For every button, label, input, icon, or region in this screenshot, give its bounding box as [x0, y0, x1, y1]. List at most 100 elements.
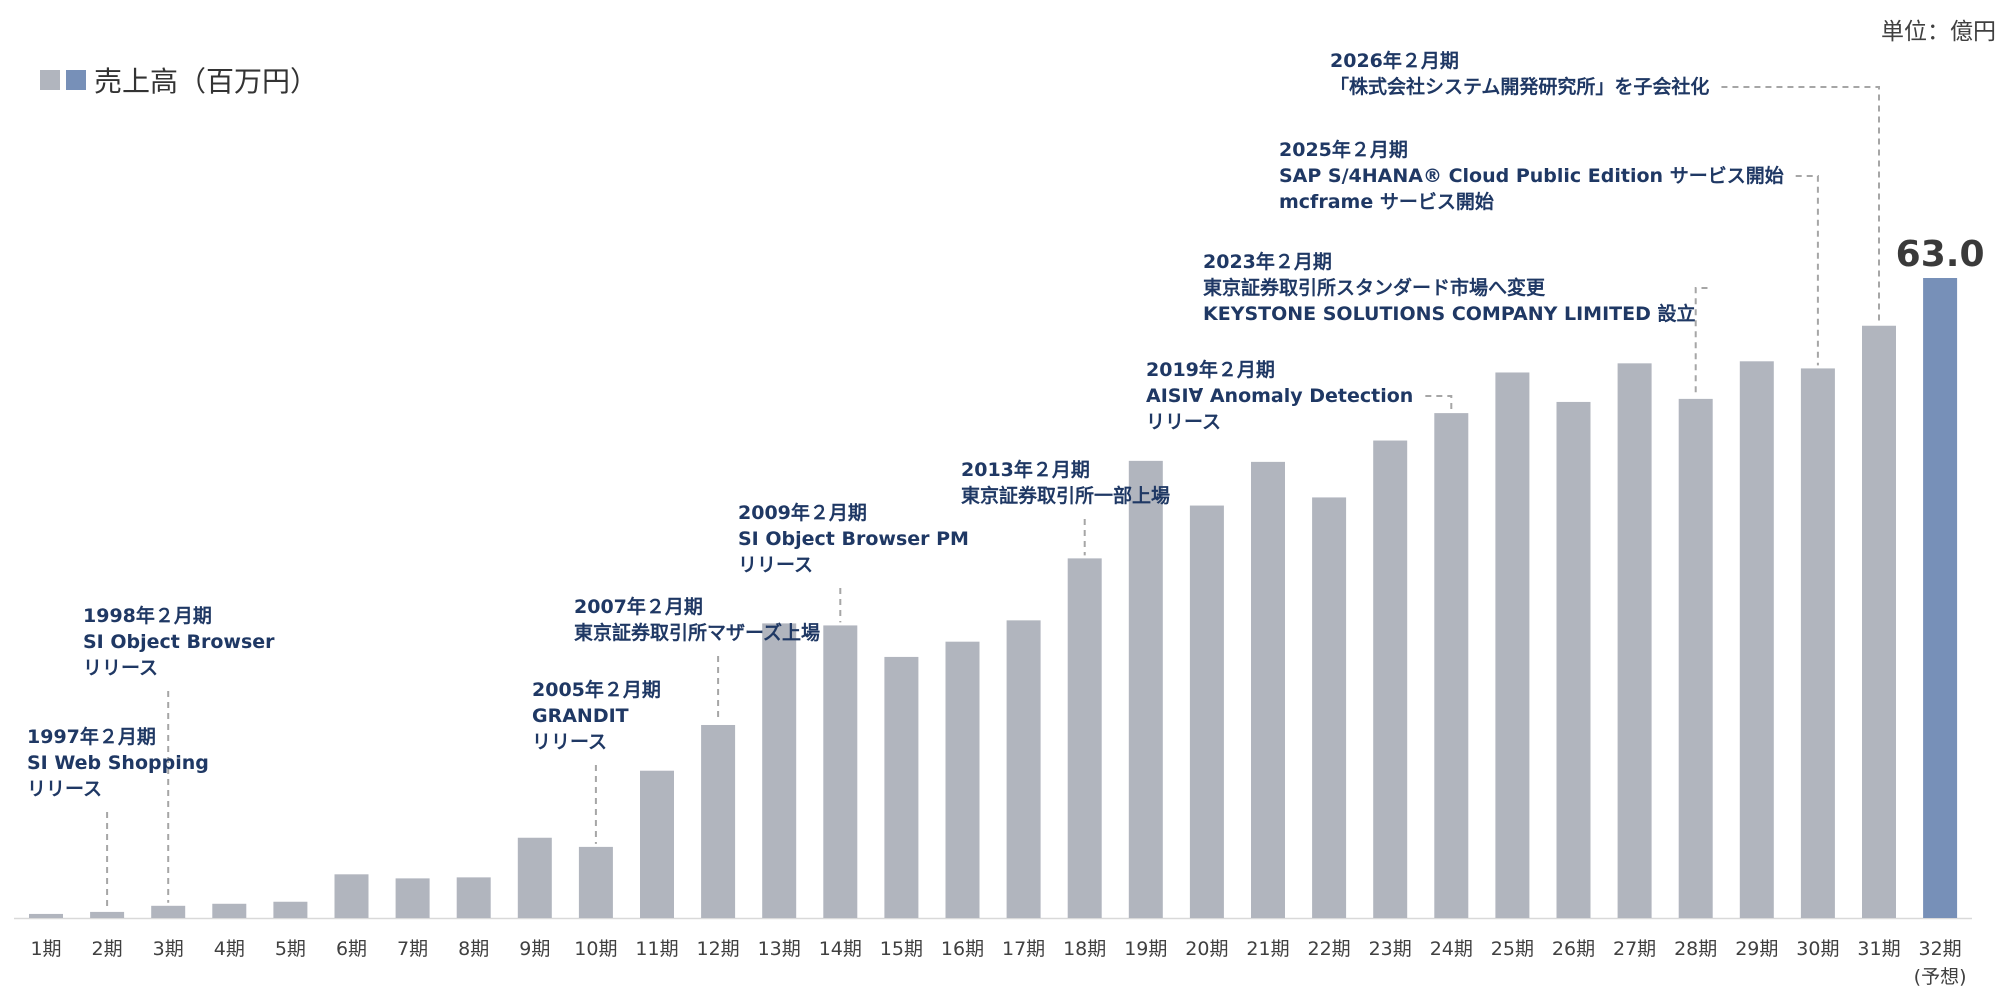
tick-label-3期: 3期: [153, 938, 184, 960]
annotation-7-line-1: 2019年２月期: [1146, 359, 1275, 381]
annotation-10-line-2: 「株式会社システム開発研究所」を子会社化: [1330, 76, 1710, 98]
tick-label-31期: 31期: [1857, 938, 1900, 960]
tick-label-27期: 27期: [1613, 938, 1656, 960]
bar-2期: [90, 911, 125, 918]
annotation-leader-10: [1721, 86, 1880, 323]
annotation-9: 2025年２月期 SAP S/4HANA® Cloud Public Editio…: [1279, 137, 1784, 215]
annotation-4: 2007年２月期東京証券取引所マザーズ上場: [574, 594, 820, 646]
annotation-4-line-2: 東京証券取引所マザーズ上場: [574, 622, 821, 644]
annotation-5: 2009年２月期 SI Object Browser PM リリース: [738, 500, 969, 578]
bar-19期: [1128, 460, 1163, 918]
annotation-2: 1998年２月期 SI Object Browser リリース: [83, 603, 275, 681]
bar-12期: [701, 724, 736, 918]
bar-25期: [1495, 372, 1530, 918]
legend-label: 売上高（百万円）: [94, 65, 319, 98]
tick-label-12期: 12期: [697, 938, 740, 960]
annotation-2-line-3: リリース: [83, 657, 159, 679]
bar-8期: [456, 877, 491, 918]
annotation-9-line-2: SAP S/4HANA® Cloud Public Edition サービス開始: [1279, 165, 1784, 187]
annotation-5-line-3: リリース: [738, 554, 814, 576]
tick-label-8期: 8期: [458, 938, 489, 960]
annotation-leader-8: [1694, 287, 1708, 396]
bar-7期: [395, 878, 430, 918]
bar-3期: [151, 905, 186, 918]
annotation-10: 2026年２月期「株式会社システム開発研究所」を子会社化: [1330, 48, 1709, 100]
bar-22期: [1312, 497, 1347, 918]
annotation-10-line-1: 2026年２月期: [1330, 50, 1459, 72]
bar-4期: [212, 903, 247, 918]
tick-label-13期: 13期: [758, 938, 801, 960]
annotation-2-line-1: 1998年２月期: [83, 605, 212, 627]
annotation-3-line-3: リリース: [532, 731, 608, 753]
tick-label-24期: 24期: [1430, 938, 1473, 960]
annotation-7-line-3: リリース: [1146, 411, 1222, 433]
tick-sublabel-forecast: (予想): [1914, 966, 1967, 988]
annotation-7: 2019年２月期 AISI∀ Anomaly Detection リリース: [1146, 357, 1413, 435]
tick-label-6期: 6期: [336, 938, 367, 960]
bar-5期: [273, 901, 308, 918]
tick-label-32期: 32期: [1919, 938, 1962, 960]
bar-11期: [640, 770, 674, 918]
bar-9期: [517, 837, 552, 918]
annotation-1: 1997年２月期 SI Web Shopping リリース: [27, 724, 209, 802]
tick-label-25期: 25期: [1491, 938, 1534, 960]
annotation-6-line-1: 2013年２月期: [961, 459, 1090, 481]
annotation-9-line-1: 2025年２月期: [1279, 139, 1408, 161]
tick-label-18期: 18期: [1063, 938, 1106, 960]
tick-label-10期: 10期: [574, 938, 617, 960]
bar-30期: [1800, 368, 1835, 918]
annotation-2-line-2: SI Object Browser: [83, 631, 275, 653]
annotation-3-line-1: 2005年２月期: [532, 679, 661, 701]
annotation-9-line-3: mcframe サービス開始: [1279, 191, 1494, 213]
annotation-leader-9: [1795, 175, 1819, 366]
bar-13期: [762, 623, 797, 918]
tick-label-15期: 15期: [880, 938, 923, 960]
annotation-1-line-3: リリース: [27, 778, 103, 800]
annotation-6-line-2: 東京証券取引所一部上場: [961, 485, 1171, 507]
bar-18期: [1067, 558, 1102, 918]
annotation-leader-7: [1425, 395, 1453, 411]
annotation-3: 2005年２月期 GRANDIT リリース: [532, 677, 661, 755]
tick-label-23期: 23期: [1369, 938, 1412, 960]
tick-label-9期: 9期: [519, 938, 550, 960]
bar-28期: [1678, 398, 1713, 918]
annotation-8: 2023年２月期東京証券取引所スタンダード市場へ変更 KEYSTONE SOLUT…: [1203, 249, 1695, 327]
annotation-1-line-1: 1997年２月期: [27, 726, 156, 748]
annotation-8-line-2: 東京証券取引所スタンダード市場へ変更: [1203, 277, 1546, 299]
tick-label-17期: 17期: [1002, 938, 1045, 960]
annotation-7-line-2: AISI∀ Anomaly Detection: [1146, 385, 1414, 407]
tick-label-22期: 22期: [1308, 938, 1351, 960]
bar-6期: [334, 874, 369, 918]
bar-17期: [1006, 620, 1041, 918]
bar-20期: [1189, 505, 1224, 918]
bar-23期: [1373, 440, 1408, 918]
bar-10期: [578, 846, 613, 918]
tick-label-16期: 16期: [941, 938, 984, 960]
annotation-3-line-2: GRANDIT: [532, 705, 629, 727]
bar-26期: [1556, 401, 1591, 918]
bar-29期: [1739, 361, 1774, 918]
annotation-4-line-1: 2007年２月期: [574, 596, 703, 618]
tick-label-28期: 28期: [1674, 938, 1717, 960]
bar-24期: [1434, 413, 1469, 918]
tick-label-30期: 30期: [1796, 938, 1839, 960]
bar-31期: [1862, 325, 1896, 918]
bar-27期: [1617, 363, 1652, 918]
bar-21期: [1251, 461, 1285, 918]
annotation-5-line-1: 2009年２月期: [738, 502, 867, 524]
annotation-8-line-3: KEYSTONE SOLUTIONS COMPANY LIMITED 設立: [1203, 303, 1696, 325]
annotation-8-line-1: 2023年２月期: [1203, 251, 1332, 273]
unit-label: 単位：億円: [1881, 19, 1996, 45]
tick-label-7期: 7期: [397, 938, 428, 960]
tick-label-21期: 21期: [1246, 938, 1289, 960]
annotation-6: 2013年２月期東京証券取引所一部上場: [961, 457, 1170, 509]
tick-label-4期: 4期: [214, 938, 245, 960]
tick-label-20期: 20期: [1185, 938, 1228, 960]
bar-15期: [884, 656, 919, 918]
tick-label-11期: 11期: [635, 938, 678, 960]
bar-32期: [1923, 278, 1958, 918]
legend-swatch-actual: [40, 70, 60, 90]
tick-label-2期: 2期: [92, 938, 123, 960]
legend: 売上高（百万円）: [40, 60, 318, 100]
